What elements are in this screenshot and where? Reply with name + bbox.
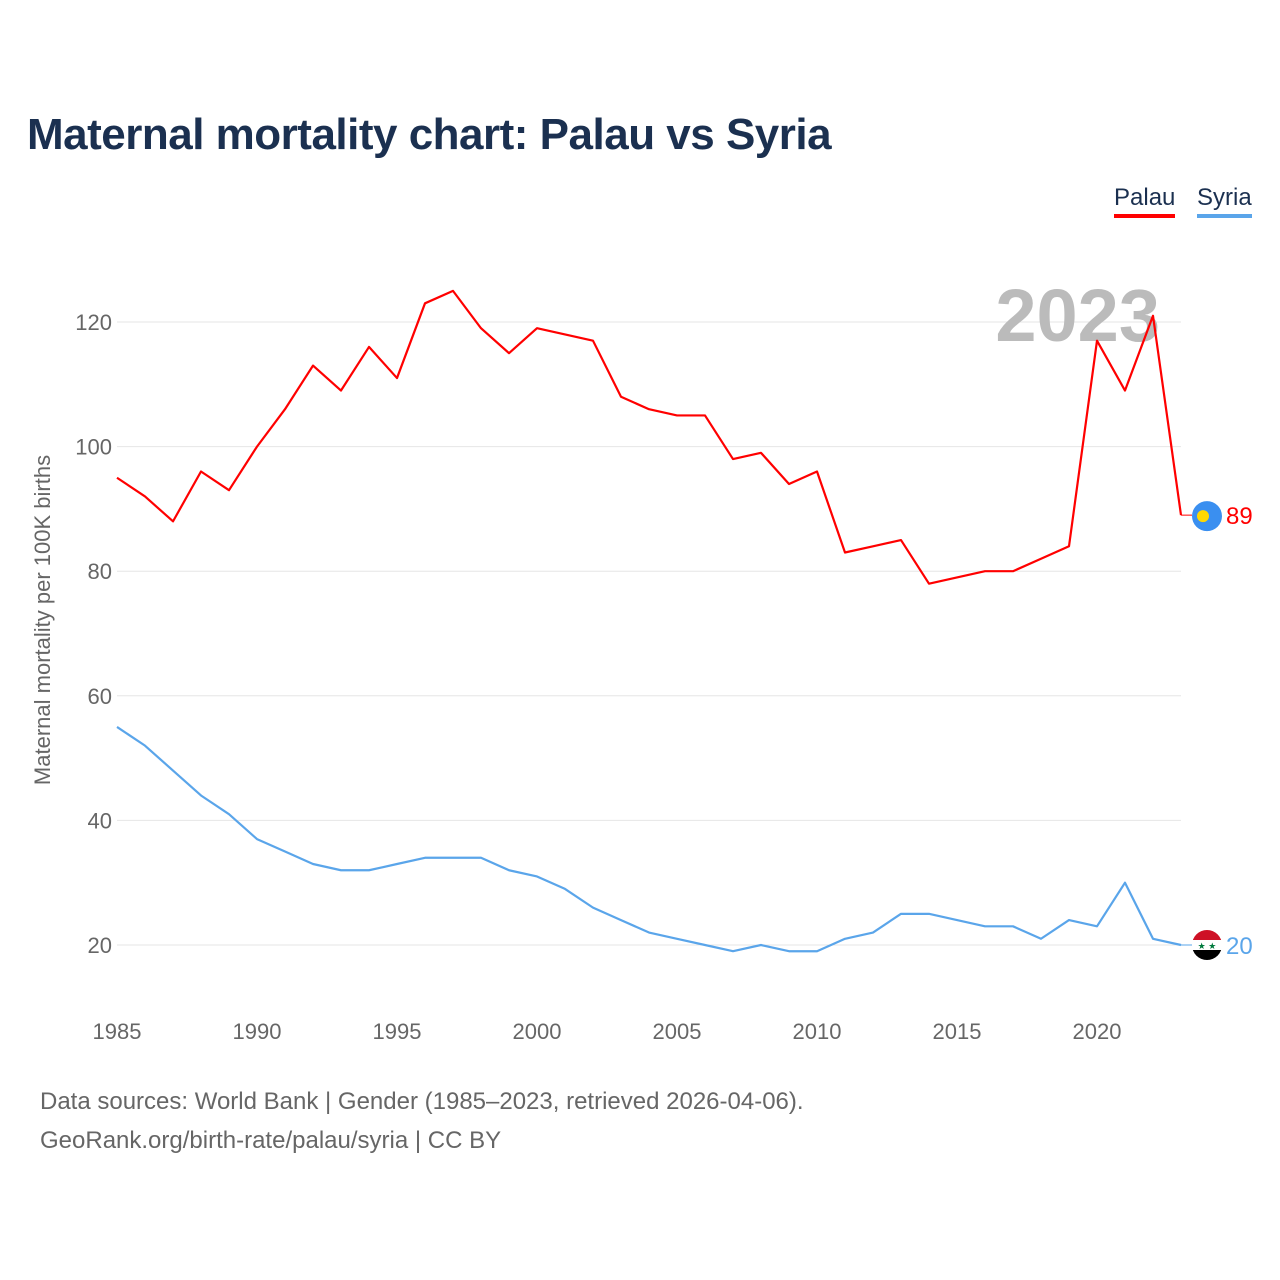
y-tick-label: 20 [88,933,112,958]
year-watermark: 2023 [995,274,1160,357]
flag-stripe [1192,950,1222,960]
series-line-palau [116,289,1183,585]
flag-stars: ★ ★ [1198,941,1217,951]
y-tick-label: 80 [88,559,112,584]
x-tick-label: 2000 [513,1019,562,1044]
data-source-note: Data sources: World Bank | Gender (1985–… [40,1088,804,1115]
y-tick-label: 60 [88,684,112,709]
y-tick-label: 40 [88,808,112,833]
series-line-syria [116,726,1182,953]
y-axis-label: Maternal mortality per 100K births [30,455,55,785]
flag-stripe [1192,940,1222,950]
y-tick-label: 100 [75,435,112,460]
palau-flag-moon [1197,510,1209,523]
end-value-label-palau: 89 [1226,503,1253,530]
chart-title: Maternal mortality chart: Palau vs Syria [27,110,832,159]
x-tick-label: 1995 [373,1019,422,1044]
attribution-link[interactable]: GeoRank.org/birth-rate/palau/syria | CC … [40,1127,502,1154]
x-tick-label: 2010 [793,1019,842,1044]
legend-palau[interactable]: Palau [1114,184,1176,218]
x-tick-label: 2005 [653,1019,702,1044]
end-value-label-syria: 20 [1226,933,1253,960]
x-tick-label: 2020 [1073,1019,1122,1044]
y-tick-label: 120 [75,310,112,335]
x-tick-label: 1985 [93,1019,142,1044]
flag-stripe [1192,930,1222,940]
legend-syria[interactable]: Syria [1197,184,1252,218]
x-tick-label: 2015 [933,1019,982,1044]
x-tick-label: 1990 [233,1019,282,1044]
